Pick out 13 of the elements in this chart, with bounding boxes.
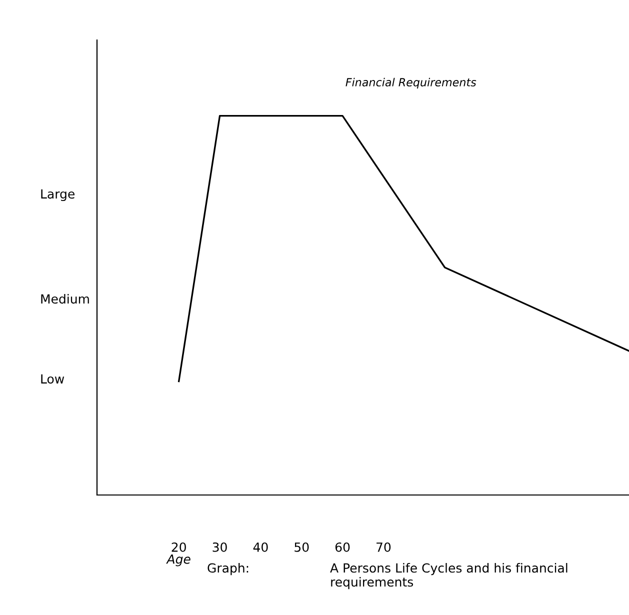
x-tick-label: 60 — [335, 542, 350, 552]
text: Low — [41, 374, 64, 384]
x-axis-title: Age — [166, 554, 190, 566]
text: Graph: — [208, 563, 248, 576]
x-tick-label: 30 — [212, 542, 227, 552]
x-tick-label: 40 — [253, 542, 268, 552]
text: Large — [41, 189, 75, 202]
x-tick-label: 50 — [294, 542, 309, 552]
text: A Persons Life Cycles and his financial requirements — [330, 563, 568, 590]
text: Medium — [41, 294, 89, 304]
x-tick-label: 70 — [376, 542, 391, 552]
x-tick-label: 20 — [172, 542, 186, 552]
chart-title: Financial Requirements — [346, 78, 476, 89]
